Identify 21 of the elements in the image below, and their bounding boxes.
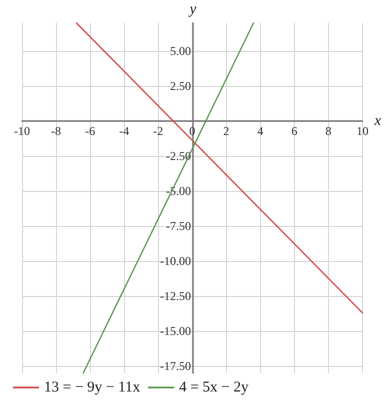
y-tick-label: -17.50: [160, 359, 191, 373]
legend-label: 4 = 5x − 2y: [179, 380, 249, 396]
legend-label: 13 = − 9y − 11x: [44, 380, 141, 396]
x-tick-label: -8: [51, 124, 62, 138]
y-tick-label: 5.00: [170, 44, 191, 58]
y-tick-label: -15.00: [160, 324, 191, 338]
y-tick-label: 2.50: [170, 79, 191, 93]
x-tick-label: 2: [223, 124, 230, 138]
x-tick-label: -10: [14, 124, 30, 138]
x-tick-label: 4: [257, 124, 264, 138]
x-tick-label: -6: [85, 124, 96, 138]
x-tick-label: 6: [291, 124, 298, 138]
x-tick-label: 8: [325, 124, 332, 138]
x-tick-label: -4: [119, 124, 130, 138]
x-axis-title: x: [373, 113, 382, 129]
y-axis-title: y: [188, 2, 197, 18]
x-tick-label: -2: [153, 124, 164, 138]
y-tick-label: -12.50: [160, 289, 191, 303]
y-tick-label: -7.50: [166, 219, 191, 233]
x-tick-label: 10: [356, 124, 368, 138]
y-tick-label: -10.00: [160, 254, 191, 268]
